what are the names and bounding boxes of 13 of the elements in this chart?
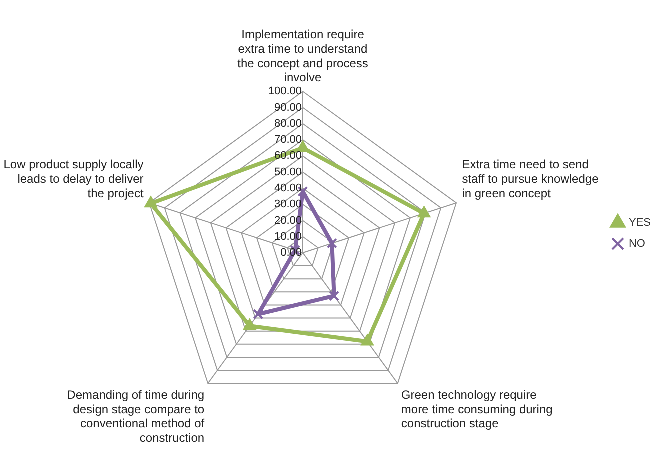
spoke-label: Green technology require more time consuming during construction stage [401, 388, 553, 431]
y-tick-label: 40.00 [274, 182, 302, 194]
spoke-label: Extra time need to send staff to pursue knowledge in green concept [462, 158, 600, 200]
y-tick-label: 70.00 [274, 134, 302, 146]
y-tick-label: 50.00 [274, 166, 302, 178]
spoke-label: Demanding of time during design stage compare to conventional method of construction [67, 388, 206, 446]
legend-label: NO [628, 238, 646, 250]
spoke-label: Low product supply locally leads to delay to deliver the project [4, 158, 144, 200]
y-tick-label: 80.00 [274, 118, 302, 130]
spoke-label: Implementation require extra time to understand the concept and process involve [238, 28, 368, 85]
legend-label: YES [628, 217, 652, 230]
y-tick-label: 100.00 [268, 86, 302, 98]
y-tick-label: 90.00 [274, 102, 302, 114]
